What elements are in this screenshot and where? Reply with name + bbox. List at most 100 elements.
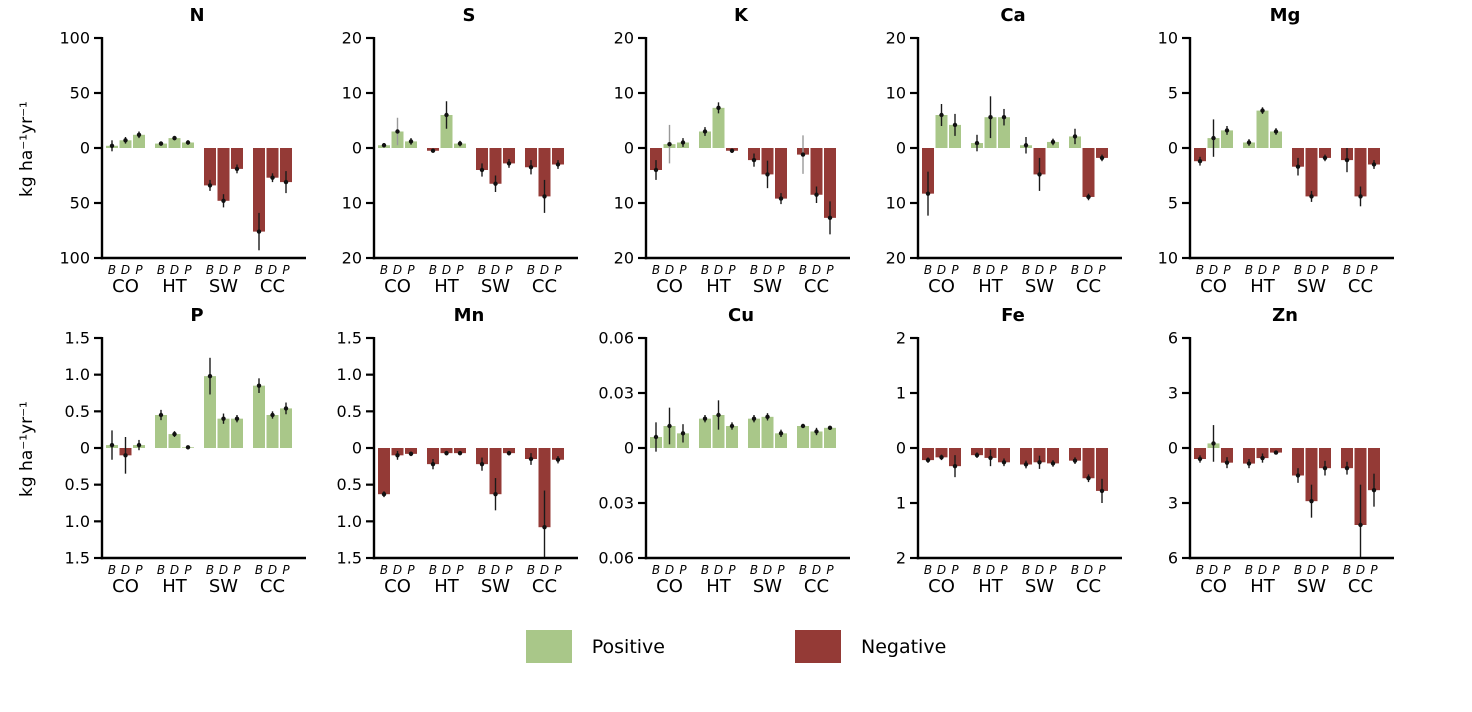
svg-text:HT: HT <box>978 576 1004 597</box>
svg-text:P: P <box>951 563 959 577</box>
svg-text:P: P <box>554 563 562 577</box>
svg-text:1.5: 1.5 <box>65 549 90 568</box>
svg-text:B: B <box>973 263 981 277</box>
legend-item-positive: Positive <box>525 630 665 663</box>
svg-text:D: D <box>1084 263 1093 277</box>
svg-text:D: D <box>1356 263 1365 277</box>
svg-text:B: B <box>1294 563 1302 577</box>
svg-text:D: D <box>665 263 674 277</box>
svg-text:CC: CC <box>1076 576 1101 597</box>
svg-text:P: P <box>728 263 736 277</box>
svg-text:10: 10 <box>1158 29 1178 48</box>
svg-text:3: 3 <box>1168 494 1178 513</box>
svg-text:0: 0 <box>1168 139 1178 158</box>
svg-text:CO: CO <box>384 276 411 297</box>
svg-text:0: 0 <box>896 439 906 458</box>
svg-text:CC: CC <box>804 576 829 597</box>
svg-text:D: D <box>1035 563 1044 577</box>
svg-text:HT: HT <box>434 276 460 297</box>
svg-text:50: 50 <box>70 84 90 103</box>
svg-text:P: P <box>1272 263 1280 277</box>
svg-text:P: P <box>728 563 736 577</box>
svg-text:SW: SW <box>1297 276 1326 297</box>
svg-text:D: D <box>1209 563 1218 577</box>
svg-text:0: 0 <box>896 139 906 158</box>
svg-text:P: P <box>1223 263 1231 277</box>
svg-text:D: D <box>393 263 402 277</box>
svg-text:P: P <box>1098 263 1106 277</box>
svg-text:CO: CO <box>656 276 683 297</box>
svg-text:B: B <box>1343 563 1351 577</box>
svg-text:20: 20 <box>342 249 362 268</box>
svg-text:1.5: 1.5 <box>337 329 362 348</box>
svg-text:P: P <box>1049 263 1057 277</box>
svg-text:D: D <box>763 263 772 277</box>
svg-text:0.5: 0.5 <box>337 402 362 421</box>
panels-row-2: P 1.5 1.0 0.5 0 0.5 1.0 1.5 B D P CO B D P HT B D P SW B D P CC… <box>40 304 1400 604</box>
svg-text:SW: SW <box>481 576 510 597</box>
svg-text:B: B <box>206 263 214 277</box>
svg-text:Cu: Cu <box>728 305 754 326</box>
svg-text:1.0: 1.0 <box>337 512 362 531</box>
svg-text:20: 20 <box>614 249 634 268</box>
svg-text:CO: CO <box>1200 276 1227 297</box>
svg-text:B: B <box>799 563 807 577</box>
svg-text:CC: CC <box>532 276 557 297</box>
svg-text:B: B <box>108 563 116 577</box>
svg-text:HT: HT <box>434 576 460 597</box>
svg-text:0: 0 <box>624 439 634 458</box>
svg-text:Mn: Mn <box>454 305 485 326</box>
svg-text:B: B <box>924 563 932 577</box>
svg-text:SW: SW <box>209 276 238 297</box>
svg-text:D: D <box>763 563 772 577</box>
svg-text:D: D <box>1209 263 1218 277</box>
svg-text:B: B <box>652 563 660 577</box>
svg-text:CC: CC <box>260 276 285 297</box>
svg-text:B: B <box>255 263 263 277</box>
svg-text:P: P <box>1098 563 1106 577</box>
svg-text:P: P <box>777 263 785 277</box>
svg-text:D: D <box>986 263 995 277</box>
svg-text:SW: SW <box>1297 576 1326 597</box>
svg-text:CC: CC <box>1348 576 1373 597</box>
svg-text:P: P <box>826 563 834 577</box>
svg-text:D: D <box>1258 263 1267 277</box>
svg-text:P: P <box>407 563 415 577</box>
svg-text:P: P <box>554 263 562 277</box>
svg-text:0.03: 0.03 <box>598 384 634 403</box>
svg-text:P: P <box>1223 563 1231 577</box>
svg-text:D: D <box>1307 263 1316 277</box>
svg-text:1: 1 <box>896 494 906 513</box>
svg-text:D: D <box>714 563 723 577</box>
svg-text:SW: SW <box>1025 276 1054 297</box>
svg-text:D: D <box>121 263 130 277</box>
svg-text:SW: SW <box>481 276 510 297</box>
svg-text:CC: CC <box>532 576 557 597</box>
svg-text:B: B <box>750 563 758 577</box>
svg-text:P: P <box>777 563 785 577</box>
svg-text:D: D <box>491 563 500 577</box>
svg-text:B: B <box>1196 263 1204 277</box>
svg-text:D: D <box>1356 563 1365 577</box>
svg-text:0: 0 <box>1168 439 1178 458</box>
svg-text:SW: SW <box>753 276 782 297</box>
svg-text:20: 20 <box>886 249 906 268</box>
svg-text:P: P <box>826 263 834 277</box>
svg-text:D: D <box>268 263 277 277</box>
svg-text:SW: SW <box>209 576 238 597</box>
svg-text:SW: SW <box>753 576 782 597</box>
svg-text:B: B <box>429 263 437 277</box>
svg-text:P: P <box>282 563 290 577</box>
svg-text:0.03: 0.03 <box>598 494 634 513</box>
svg-text:P: P <box>679 263 687 277</box>
svg-text:HT: HT <box>1250 276 1276 297</box>
svg-text:0: 0 <box>80 439 90 458</box>
svg-text:D: D <box>219 263 228 277</box>
svg-text:10: 10 <box>342 84 362 103</box>
svg-text:0: 0 <box>624 139 634 158</box>
